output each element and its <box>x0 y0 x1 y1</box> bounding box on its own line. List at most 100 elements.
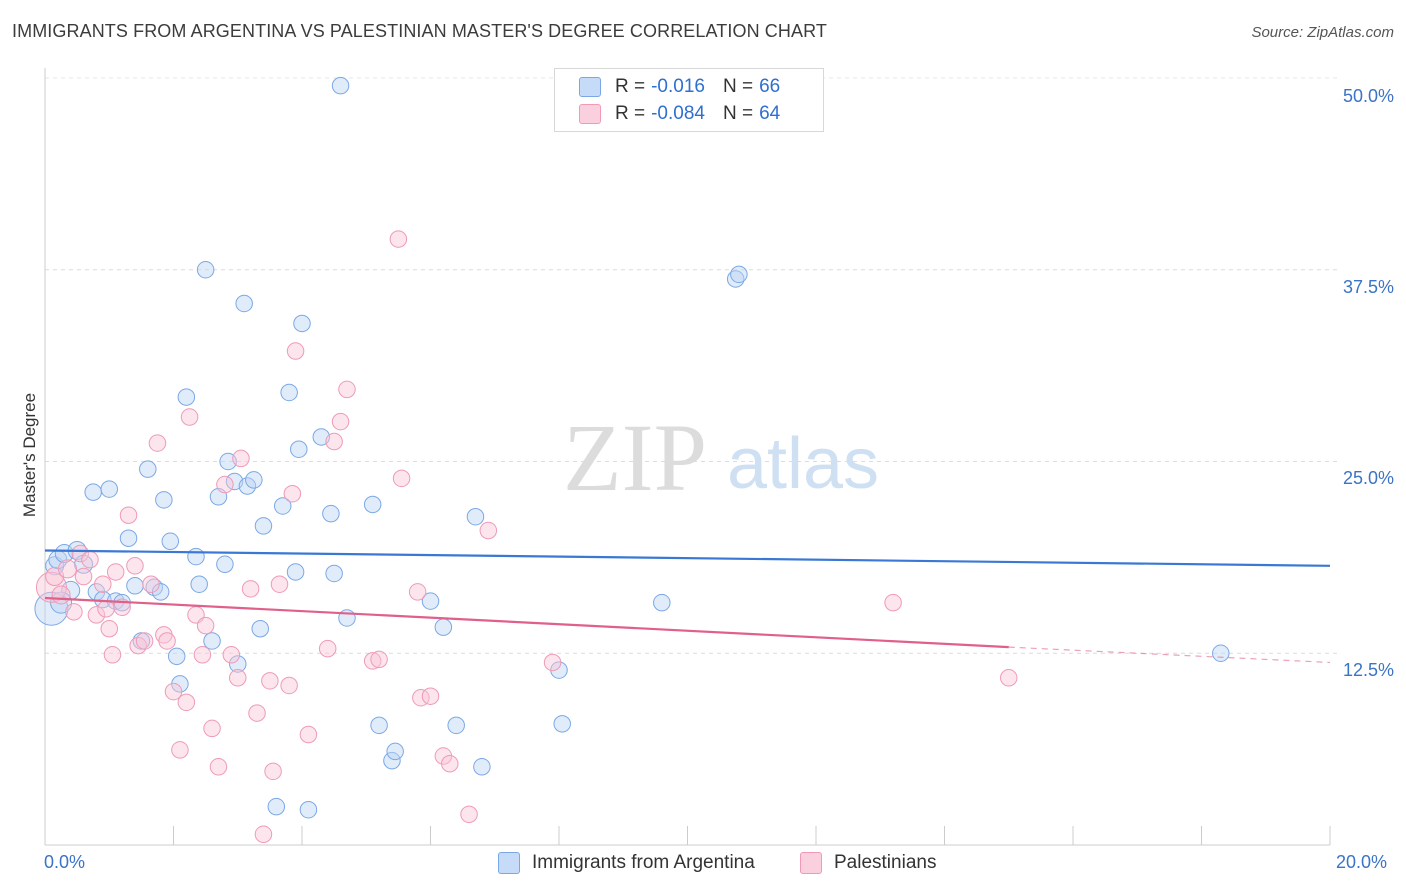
data-point <box>370 716 388 735</box>
data-point <box>139 460 157 478</box>
data-point <box>187 547 205 566</box>
data-point <box>325 432 343 451</box>
watermark-zip: ZIP <box>563 404 707 511</box>
data-point <box>97 600 115 618</box>
legend-n-label: N = <box>722 76 754 97</box>
data-point <box>119 506 138 524</box>
axes <box>44 68 1331 846</box>
data-point <box>392 469 411 488</box>
data-point <box>94 575 112 593</box>
data-point <box>106 563 125 581</box>
data-point <box>254 825 273 844</box>
data-point <box>479 521 498 540</box>
legend-n-value: 66 <box>759 76 781 97</box>
data-point <box>884 593 902 612</box>
data-point <box>363 652 382 670</box>
data-point <box>232 449 250 468</box>
legend-n-value: 64 <box>759 103 781 124</box>
data-point <box>322 504 340 523</box>
data-point <box>325 564 343 583</box>
data-point <box>280 676 298 695</box>
data-point <box>54 544 74 564</box>
data-point <box>203 719 221 738</box>
data-point <box>261 672 279 690</box>
data-point <box>270 575 289 593</box>
data-point <box>219 452 237 471</box>
data-point <box>100 619 118 638</box>
data-point <box>167 647 186 666</box>
data-point <box>51 585 71 605</box>
data-point <box>363 495 382 514</box>
legend-n-label: N = <box>722 103 754 124</box>
series-name: Palestinians <box>834 852 937 873</box>
data-point <box>57 559 77 579</box>
data-point <box>161 532 180 551</box>
chart-title: IMMIGRANTS FROM ARGENTINA VS PALESTINIAN… <box>12 21 827 41</box>
data-point <box>158 632 176 650</box>
data-point <box>177 693 196 712</box>
y-tick-label: 37.5% <box>1342 277 1394 297</box>
data-point <box>155 491 173 509</box>
data-point <box>216 555 234 574</box>
watermark-atlas: atlas <box>727 424 879 504</box>
data-point <box>245 471 263 489</box>
data-point <box>87 606 106 624</box>
data-point <box>331 412 350 431</box>
data-point <box>441 754 459 773</box>
y-tick-label: 25.0% <box>1342 468 1394 488</box>
data-point <box>389 230 408 248</box>
data-point <box>653 593 671 612</box>
data-point <box>331 76 350 95</box>
data-point <box>177 388 196 406</box>
trend-line-extension <box>1008 646 1331 664</box>
data-point <box>421 687 440 705</box>
data-point <box>286 563 305 581</box>
data-point <box>338 380 356 399</box>
data-point <box>434 618 453 636</box>
data-point <box>283 484 302 503</box>
data-point <box>209 758 228 776</box>
data-point <box>290 440 308 458</box>
legend-r-label: R = <box>615 103 646 124</box>
data-point <box>119 529 138 547</box>
data-point <box>238 477 257 495</box>
data-point <box>135 632 154 650</box>
legend-r-value: -0.016 <box>651 76 705 97</box>
data-point <box>254 517 273 535</box>
data-point <box>222 646 241 664</box>
y-axis-title: Master's Degree <box>20 392 39 518</box>
y-tick-label: 50.0% <box>1342 86 1394 106</box>
data-point <box>148 434 167 452</box>
data-point <box>229 669 247 687</box>
legend-swatch-pink <box>800 852 822 874</box>
data-point <box>553 715 571 733</box>
legend-swatch-blue <box>579 77 601 97</box>
data-point <box>466 507 485 526</box>
data-point <box>74 567 93 586</box>
data-point <box>267 797 286 816</box>
series-name: Immigrants from Argentina <box>532 852 755 873</box>
data-point <box>100 480 118 498</box>
data-point <box>543 653 562 672</box>
data-point <box>264 762 282 781</box>
data-point <box>103 646 122 664</box>
data-point <box>408 583 427 601</box>
data-point <box>171 741 189 759</box>
legend-swatch-blue <box>498 852 520 874</box>
gridlines <box>45 77 1338 654</box>
watermark: ZIP atlas <box>563 404 879 511</box>
data-point <box>293 314 311 333</box>
trend-line <box>44 549 1331 567</box>
data-point <box>229 655 247 673</box>
data-point <box>241 580 260 598</box>
data-point <box>460 805 478 824</box>
data-point <box>190 575 208 593</box>
data-point <box>318 639 337 658</box>
data-point <box>180 408 199 426</box>
data-point <box>383 751 401 770</box>
data-point <box>216 475 234 494</box>
data-point <box>473 758 491 776</box>
legend-r-value: -0.084 <box>651 103 705 124</box>
data-point <box>251 619 269 638</box>
data-point <box>370 650 388 669</box>
